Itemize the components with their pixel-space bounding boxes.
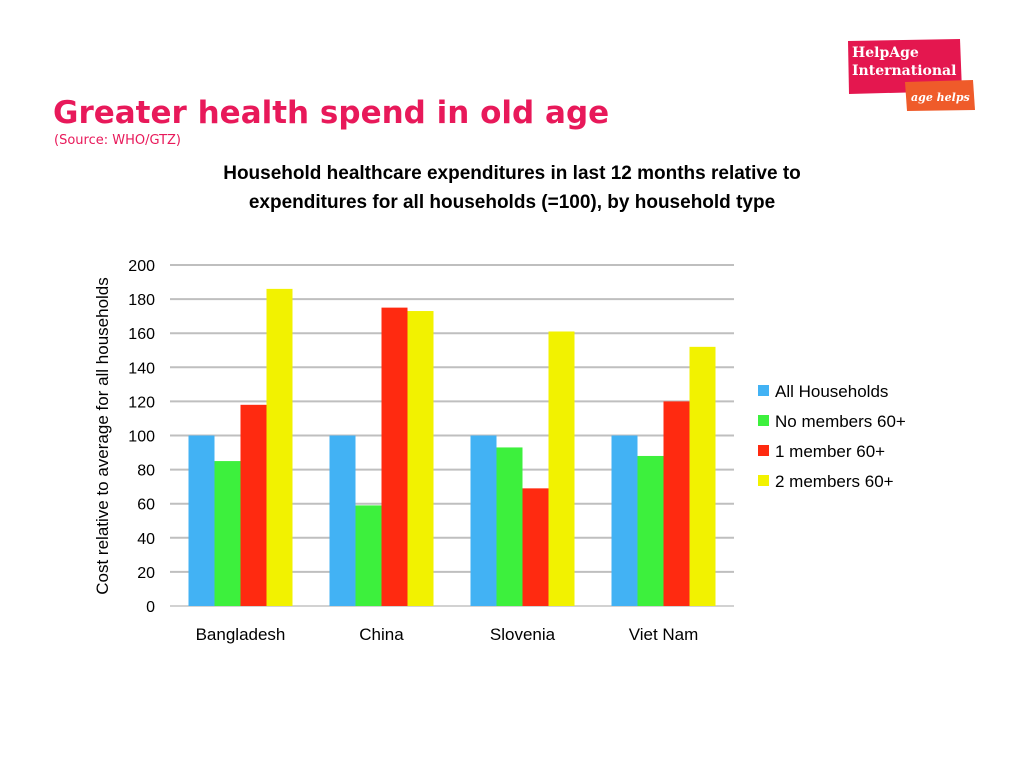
logo-accent-block xyxy=(905,80,975,111)
y-tick-label: 20 xyxy=(137,565,155,582)
bar-slovenia-all-households xyxy=(470,435,497,606)
chart-title-line-2: expenditures for all households (=100), … xyxy=(248,192,776,213)
logo-primary-block xyxy=(848,39,962,94)
bar-slovenia-no-members-60 xyxy=(496,447,523,606)
bar-china-2-members-60 xyxy=(407,311,434,606)
helpage-international-logo: HelpAge International age helps xyxy=(848,39,975,111)
y-axis-title: Cost relative to average for all househo… xyxy=(93,277,112,595)
x-tick-label: China xyxy=(359,625,404,644)
legend-label: 1 member 60+ xyxy=(775,442,885,461)
logo-tagline: age helps xyxy=(911,91,970,104)
bar-viet-nam-1-member-60 xyxy=(663,401,690,606)
y-tick-label: 140 xyxy=(128,360,155,377)
chart-title: Household healthcare expenditures in las… xyxy=(140,159,884,217)
page-title: Greater health spend in old age xyxy=(53,95,610,131)
bar-bangladesh-all-households xyxy=(188,435,215,606)
x-tick-label: Bangladesh xyxy=(196,625,286,644)
bar-viet-nam-all-households xyxy=(611,435,638,606)
bar-bangladesh-2-members-60 xyxy=(266,288,293,606)
bar-bangladesh-1-member-60 xyxy=(240,404,267,606)
bar-bangladesh-no-members-60 xyxy=(214,461,241,606)
legend-label: All Households xyxy=(775,382,888,401)
bar-slovenia-2-members-60 xyxy=(548,331,575,606)
chart-title-line-1: Household healthcare expenditures in las… xyxy=(223,163,801,184)
source-note: (Source: WHO/GTZ) xyxy=(54,133,182,148)
y-tick-label: 180 xyxy=(128,292,155,309)
logo-line-2: International xyxy=(852,63,956,79)
y-tick-label: 100 xyxy=(128,429,155,446)
y-tick-label: 60 xyxy=(137,497,155,514)
legend-swatch xyxy=(758,475,769,486)
bar-viet-nam-2-members-60 xyxy=(689,346,716,606)
x-tick-label: Slovenia xyxy=(490,625,556,644)
bar-viet-nam-no-members-60 xyxy=(637,455,664,606)
y-tick-label: 200 xyxy=(128,258,155,275)
legend-swatch xyxy=(758,445,769,456)
y-tick-label: 40 xyxy=(137,531,155,548)
y-tick-label: 160 xyxy=(128,326,155,343)
bar-china-all-households xyxy=(329,435,356,606)
bar-slovenia-1-member-60 xyxy=(522,488,549,606)
legend-swatch xyxy=(758,385,769,396)
logo-line-1: HelpAge xyxy=(852,45,919,61)
y-tick-label: 0 xyxy=(146,599,155,616)
bar-china-no-members-60 xyxy=(355,505,382,606)
x-tick-label: Viet Nam xyxy=(629,625,699,644)
legend-label: 2 members 60+ xyxy=(775,472,894,491)
bar-china-1-member-60 xyxy=(381,307,408,606)
y-tick-label: 120 xyxy=(128,394,155,411)
legend-label: No members 60+ xyxy=(775,412,906,431)
y-tick-label: 80 xyxy=(137,463,155,480)
legend-swatch xyxy=(758,415,769,426)
